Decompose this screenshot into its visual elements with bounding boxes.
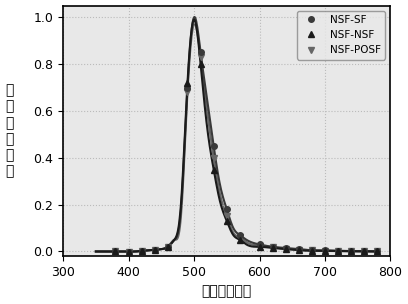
NSF-NSF <box>185 81 190 85</box>
NSF-SF <box>309 248 314 252</box>
NSF-NSF <box>198 62 203 66</box>
NSF-SF <box>362 249 367 253</box>
NSF-POSF <box>270 245 275 249</box>
NSF-POSF <box>323 249 328 253</box>
NSF-POSF <box>257 244 262 247</box>
NSF-NSF <box>113 250 118 253</box>
NSF-SF <box>152 248 157 252</box>
NSF-POSF <box>211 156 216 160</box>
NSF-POSF <box>113 250 118 253</box>
NSF-SF <box>185 86 190 89</box>
NSF-SF <box>375 250 380 253</box>
NSF-SF <box>296 247 301 251</box>
NSF-POSF <box>126 250 131 254</box>
NSF-NSF <box>165 245 170 249</box>
NSF-POSF <box>224 215 229 218</box>
NSF-POSF <box>152 248 157 251</box>
Line: NSF-POSF: NSF-POSF <box>113 54 380 254</box>
NSF-POSF <box>296 248 301 251</box>
Legend: NSF-SF, NSF-NSF, NSF-POSF: NSF-SF, NSF-NSF, NSF-POSF <box>297 11 385 60</box>
NSF-NSF <box>237 238 242 242</box>
NSF-POSF <box>309 248 314 252</box>
NSF-POSF <box>165 245 170 249</box>
NSF-NSF <box>362 249 367 253</box>
NSF-SF <box>349 249 354 253</box>
NSF-SF <box>113 250 118 253</box>
NSF-SF <box>283 246 288 250</box>
NSF-SF <box>270 245 275 249</box>
NSF-SF <box>257 243 262 246</box>
NSF-SF <box>224 208 229 211</box>
NSF-NSF <box>211 168 216 171</box>
NSF-SF <box>126 250 131 254</box>
NSF-POSF <box>362 249 367 253</box>
NSF-POSF <box>139 249 144 253</box>
NSF-POSF <box>336 249 341 253</box>
NSF-SF <box>139 249 144 253</box>
X-axis label: 波长（纳米）: 波长（纳米） <box>202 285 252 299</box>
NSF-NSF <box>257 245 262 249</box>
NSF-SF <box>323 248 328 252</box>
Line: NSF-NSF: NSF-NSF <box>113 61 380 254</box>
NSF-NSF <box>283 247 288 251</box>
NSF-POSF <box>283 247 288 250</box>
NSF-NSF <box>336 249 341 253</box>
Y-axis label: 电
致
发
光
强
度: 电 致 发 光 强 度 <box>6 83 14 178</box>
NSF-NSF <box>224 219 229 223</box>
NSF-POSF <box>349 249 354 253</box>
NSF-NSF <box>296 248 301 252</box>
NSF-NSF <box>323 249 328 253</box>
NSF-NSF <box>139 249 144 253</box>
NSF-SF <box>336 249 341 253</box>
NSF-NSF <box>349 249 354 253</box>
NSF-NSF <box>270 246 275 250</box>
NSF-POSF <box>198 55 203 59</box>
NSF-POSF <box>375 250 380 253</box>
NSF-SF <box>165 245 170 249</box>
Line: NSF-SF: NSF-SF <box>113 50 380 254</box>
NSF-NSF <box>309 249 314 253</box>
NSF-SF <box>198 50 203 54</box>
NSF-NSF <box>126 250 131 254</box>
NSF-POSF <box>185 90 190 94</box>
NSF-SF <box>211 144 216 148</box>
NSF-SF <box>237 233 242 237</box>
NSF-NSF <box>375 250 380 253</box>
NSF-POSF <box>237 236 242 239</box>
NSF-NSF <box>152 248 157 252</box>
